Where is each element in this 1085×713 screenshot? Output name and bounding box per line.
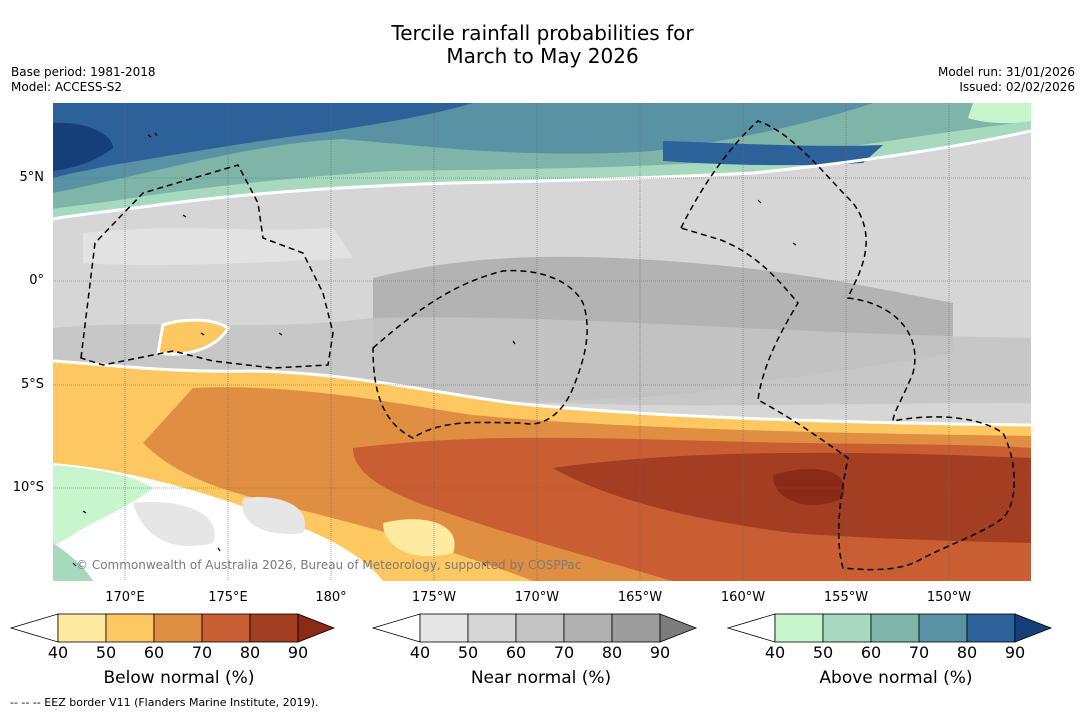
colorbar-segment <box>419 613 469 643</box>
colorbar-segment <box>822 613 872 643</box>
x-label-175w: 175°W <box>411 590 457 605</box>
colorbar-low-extension <box>372 613 421 643</box>
colorbar-tick-label: 60 <box>143 643 165 662</box>
colorbar-segment <box>201 613 251 643</box>
x-label-175e: 175°E <box>208 590 248 605</box>
colorbar-high-extension <box>1014 613 1053 643</box>
colorbar-tick-label: 50 <box>812 643 834 662</box>
y-label-5n: 5°N <box>19 170 45 185</box>
y-label-5s: 5°S <box>20 377 44 392</box>
colorbar-tick-label: 80 <box>601 643 623 662</box>
base-period: Base period: 1981-2018 <box>11 65 156 79</box>
colorbar-segment <box>918 613 968 643</box>
colorbar-segment <box>966 613 1016 643</box>
colorbar-tick-label: 70 <box>553 643 575 662</box>
colorbar-segment <box>57 613 107 643</box>
colorbar-tick-label: 70 <box>908 643 930 662</box>
islands <box>72 132 797 567</box>
colorbar-title-below: Below normal (%) <box>103 668 255 688</box>
model-name: Model: ACCESS-S2 <box>11 80 123 94</box>
x-label-180: 180° <box>315 590 347 605</box>
colorbar-above-normal <box>727 613 1053 643</box>
colorbar-segment <box>153 613 203 643</box>
x-label-150w: 150°W <box>926 590 972 605</box>
colorbar-low-extension <box>10 613 59 643</box>
eez-footnote: -- -- -- EEZ border V11 (Flanders Marine… <box>10 696 319 709</box>
colorbar-segment <box>515 613 565 643</box>
title-line-2: March to May 2026 <box>446 44 639 68</box>
x-label-170w: 170°W <box>514 590 560 605</box>
colorbar-segment <box>611 613 661 643</box>
x-label-155w: 155°W <box>823 590 869 605</box>
colorbar-title-above: Above normal (%) <box>819 668 973 688</box>
colorbar-tick-label: 80 <box>956 643 978 662</box>
colorbar-tick-label: 60 <box>860 643 882 662</box>
colorbar-high-extension <box>297 613 336 643</box>
x-label-170e: 170°E <box>105 590 145 605</box>
colorbar-tick-label: 50 <box>457 643 479 662</box>
issued-date: Issued: 02/02/2026 <box>959 80 1075 94</box>
colorbar-tick-label: 60 <box>505 643 527 662</box>
meta-left: Base period: 1981-2018 Model: ACCESS-S2 <box>11 65 156 95</box>
meta-right: Model run: 31/01/2026 Issued: 02/02/2026 <box>938 65 1075 95</box>
model-run: Model run: 31/01/2026 <box>937 65 1075 79</box>
colorbar-segment <box>249 613 299 643</box>
y-label-10s: 10°S <box>12 480 44 495</box>
title-line-1: Tercile rainfall probabilities for <box>391 21 694 45</box>
colorbar-segment <box>870 613 920 643</box>
colorbar-tick-label: 90 <box>649 643 671 662</box>
colorbar-tick-label: 50 <box>95 643 117 662</box>
y-label-0: 0° <box>29 273 44 288</box>
x-label-165w: 165°W <box>617 590 663 605</box>
colorbar-title-near: Near normal (%) <box>470 668 612 688</box>
probability-map <box>53 103 1031 581</box>
grid-lines <box>53 103 1031 581</box>
colorbar-tick-label: 80 <box>239 643 261 662</box>
colorbar-segment <box>105 613 155 643</box>
colorbar-low-extension <box>727 613 776 643</box>
colorbar-segment <box>563 613 613 643</box>
colorbar-high-extension <box>659 613 698 643</box>
colorbar-tick-label: 40 <box>764 643 786 662</box>
colorbar-segment <box>467 613 517 643</box>
colorbar-below-normal <box>10 613 336 643</box>
colorbar-tick-label: 70 <box>191 643 213 662</box>
colorbar-tick-label: 90 <box>1004 643 1026 662</box>
colorbar-near-normal <box>372 613 698 643</box>
colorbar-tick-label: 90 <box>287 643 309 662</box>
eez-borders <box>80 120 1015 571</box>
copyright-notice: © Commonwealth of Australia 2026, Bureau… <box>76 558 582 572</box>
colorbar-tick-label: 40 <box>409 643 431 662</box>
colorbar-tick-label: 40 <box>47 643 69 662</box>
x-label-160w: 160°W <box>720 590 766 605</box>
colorbar-segment <box>774 613 824 643</box>
